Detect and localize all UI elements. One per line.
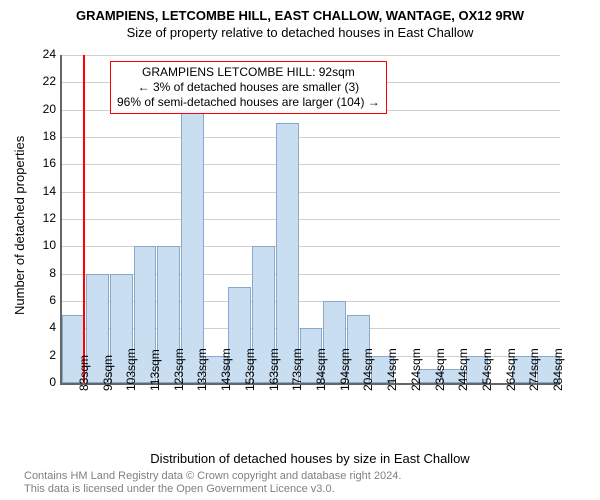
y-tick-label: 10 bbox=[34, 238, 56, 252]
x-tick-label: 184sqm bbox=[314, 377, 328, 391]
gridline bbox=[62, 55, 560, 56]
x-tick-label: 93sqm bbox=[101, 377, 115, 391]
y-tick-label: 2 bbox=[34, 348, 56, 362]
copyright-line-1: Contains HM Land Registry data © Crown c… bbox=[24, 470, 401, 483]
histogram-chart: 024681012141618202224 Number of detached… bbox=[60, 55, 560, 385]
x-tick-label: 163sqm bbox=[267, 377, 281, 391]
x-tick-label: 264sqm bbox=[504, 377, 518, 391]
x-tick-label: 103sqm bbox=[124, 377, 138, 391]
x-tick-label: 173sqm bbox=[290, 377, 304, 391]
y-tick-label: 12 bbox=[34, 211, 56, 225]
copyright-line-2: This data is licensed under the Open Gov… bbox=[24, 483, 401, 496]
gridline bbox=[62, 164, 560, 165]
gridline bbox=[62, 137, 560, 138]
x-tick-label: 284sqm bbox=[551, 377, 565, 391]
page-title-2: Size of property relative to detached ho… bbox=[0, 23, 600, 40]
x-tick-label: 133sqm bbox=[195, 377, 209, 391]
y-tick-label: 14 bbox=[34, 184, 56, 198]
x-tick-label: 214sqm bbox=[385, 377, 399, 391]
x-tick-label: 194sqm bbox=[338, 377, 352, 391]
copyright-notice: Contains HM Land Registry data © Crown c… bbox=[24, 470, 401, 496]
x-tick-label: 113sqm bbox=[148, 377, 162, 391]
x-tick-label: 204sqm bbox=[361, 377, 375, 391]
y-tick-label: 16 bbox=[34, 156, 56, 170]
x-tick-label: 143sqm bbox=[219, 377, 233, 391]
y-tick-label: 0 bbox=[34, 375, 56, 389]
annotation-line-2: ← 3% of detached houses are smaller (3) bbox=[117, 80, 380, 95]
y-tick-label: 18 bbox=[34, 129, 56, 143]
y-tick-label: 8 bbox=[34, 266, 56, 280]
bar bbox=[276, 123, 299, 383]
y-tick-label: 4 bbox=[34, 320, 56, 334]
bar bbox=[181, 110, 204, 383]
x-tick-label: 224sqm bbox=[409, 377, 423, 391]
y-axis-label: Number of detached properties bbox=[12, 136, 27, 315]
x-tick-label: 234sqm bbox=[433, 377, 447, 391]
x-tick-label: 274sqm bbox=[527, 377, 541, 391]
x-tick-label: 153sqm bbox=[243, 377, 257, 391]
x-tick-label: 83sqm bbox=[77, 377, 91, 391]
x-axis-label: Distribution of detached houses by size … bbox=[60, 451, 560, 466]
gridline bbox=[62, 219, 560, 220]
x-tick-label: 123sqm bbox=[172, 377, 186, 391]
y-tick-label: 24 bbox=[34, 47, 56, 61]
x-tick-label: 254sqm bbox=[480, 377, 494, 391]
annotation-line-1: GRAMPIENS LETCOMBE HILL: 92sqm bbox=[117, 65, 380, 80]
annotation-box: GRAMPIENS LETCOMBE HILL: 92sqm ← 3% of d… bbox=[110, 61, 387, 114]
page-title-1: GRAMPIENS, LETCOMBE HILL, EAST CHALLOW, … bbox=[0, 0, 600, 23]
x-tick-label: 244sqm bbox=[456, 377, 470, 391]
y-tick-label: 20 bbox=[34, 102, 56, 116]
annotation-line-3: 96% of semi-detached houses are larger (… bbox=[117, 95, 380, 110]
marker-line bbox=[83, 55, 85, 383]
y-tick-label: 6 bbox=[34, 293, 56, 307]
y-tick-label: 22 bbox=[34, 74, 56, 88]
gridline bbox=[62, 192, 560, 193]
